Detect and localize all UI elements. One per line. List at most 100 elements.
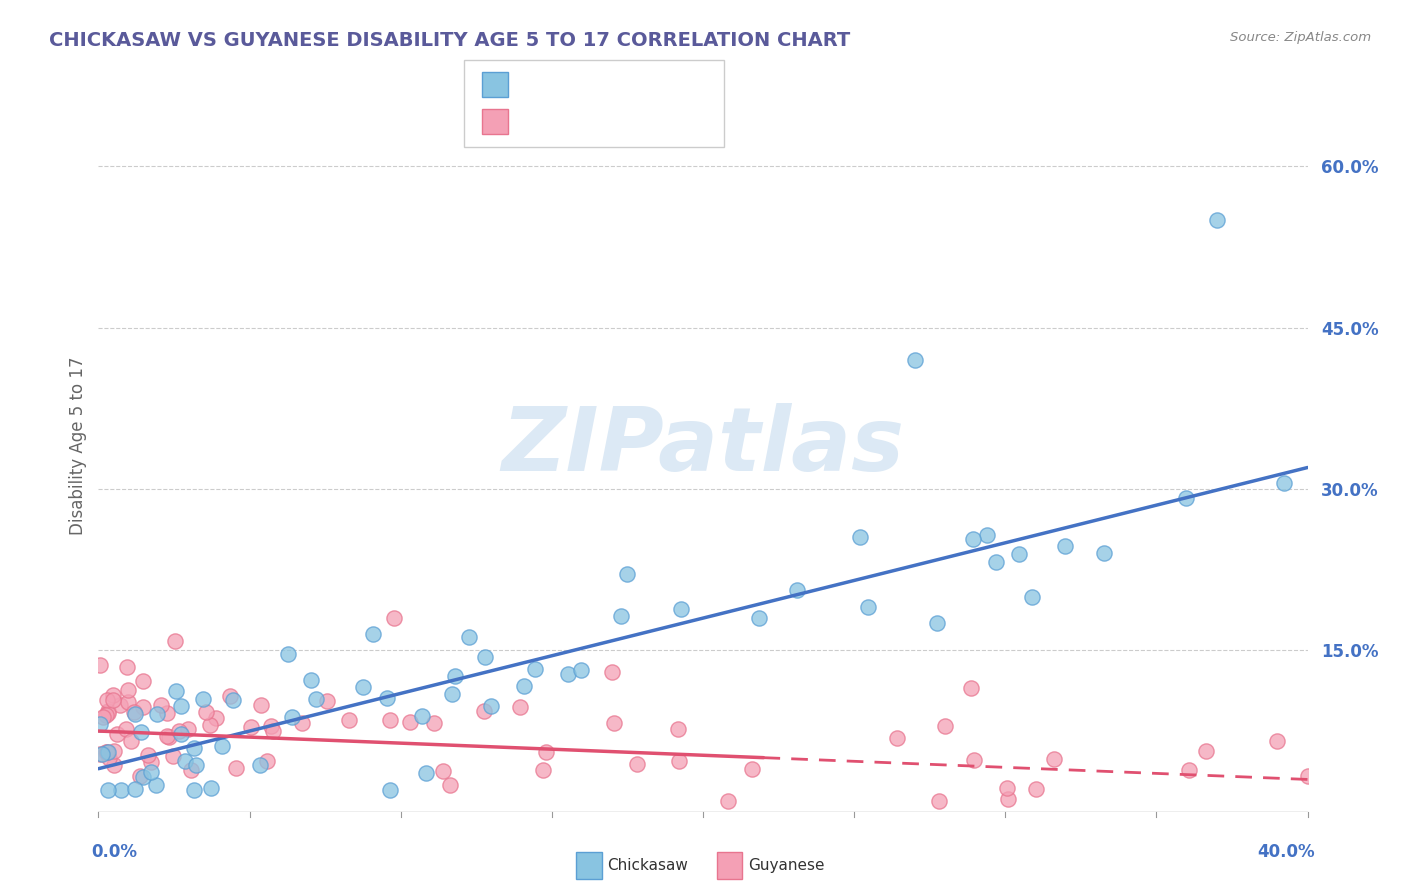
Point (995, 780, 1018, 795)
Point (170, 727, 193, 741)
Point (1272, 476, 1295, 491)
Point (132, 673, 155, 688)
Point (748, 611, 770, 625)
Point (668, 754, 690, 768)
Point (1053, 539, 1076, 553)
Point (440, 686, 463, 700)
Point (509, 700, 531, 714)
Point (557, 667, 579, 681)
Point (513, 679, 536, 693)
Point (156, 706, 179, 720)
Point (96, 706, 118, 720)
Point (157, 730, 180, 744)
Point (256, 755, 278, 769)
Point (927, 615, 949, 630)
Text: R =: R = (516, 77, 551, 92)
Point (1025, 781, 1047, 796)
Point (117, 694, 139, 708)
Point (249, 757, 271, 772)
Text: N =: N = (609, 77, 655, 92)
Point (94, 708, 117, 723)
Point (1008, 547, 1031, 561)
Point (156, 729, 179, 743)
Point (97, 745, 120, 759)
Text: ZIPatlas: ZIPatlas (502, 402, 904, 490)
Point (422, 716, 444, 731)
Point (103, 744, 125, 758)
Point (361, 627, 384, 641)
Point (110, 783, 132, 797)
Point (260, 719, 283, 733)
Point (97, 704, 120, 718)
Point (163, 634, 186, 648)
Point (666, 723, 689, 737)
Text: R =: R = (516, 114, 551, 128)
Point (131, 771, 153, 785)
Point (569, 663, 592, 677)
Point (984, 555, 1007, 569)
Point (378, 783, 401, 797)
Point (458, 630, 481, 644)
Point (963, 753, 986, 767)
Point (94, 746, 117, 760)
Point (1296, 769, 1319, 783)
Point (108, 698, 131, 713)
Point (136, 748, 159, 763)
Point (717, 794, 740, 808)
Point (1092, 546, 1115, 560)
Point (162, 749, 184, 764)
Point (858, 600, 880, 615)
Text: CHICKASAW VS GUYANESE DISABILITY AGE 5 TO 17 CORRELATION CHART: CHICKASAW VS GUYANESE DISABILITY AGE 5 T… (49, 31, 851, 50)
Point (305, 692, 328, 706)
Text: Source: ZipAtlas.com: Source: ZipAtlas.com (1230, 31, 1371, 45)
Point (1177, 763, 1199, 777)
Point (139, 765, 162, 780)
Text: 79: 79 (658, 114, 681, 128)
Point (173, 754, 195, 768)
Text: Guyanese: Guyanese (748, 858, 824, 872)
Point (89, 717, 111, 731)
Point (610, 609, 633, 624)
Point (194, 705, 217, 719)
Point (1021, 590, 1043, 604)
Point (432, 764, 454, 778)
Point (183, 740, 205, 755)
Point (280, 710, 302, 724)
Text: 40.0%: 40.0% (1257, 843, 1315, 861)
Point (411, 708, 433, 723)
Point (89, 747, 111, 762)
Point (786, 583, 808, 598)
Point (976, 527, 998, 541)
Point (124, 781, 146, 796)
Point (316, 694, 339, 708)
Point (103, 757, 125, 772)
Point (378, 713, 401, 727)
Text: 0.546: 0.546 (555, 77, 606, 92)
Point (928, 794, 950, 808)
Point (115, 723, 138, 737)
Point (225, 761, 247, 775)
Point (120, 734, 142, 748)
Point (337, 713, 360, 727)
Point (904, 353, 927, 368)
Point (180, 763, 202, 777)
Point (997, 792, 1019, 806)
Point (472, 704, 495, 718)
Point (198, 718, 221, 732)
Point (122, 705, 145, 719)
Point (1206, 213, 1229, 227)
Text: N =: N = (609, 114, 655, 128)
Point (90, 747, 112, 761)
Point (167, 724, 190, 739)
Point (398, 715, 420, 730)
Text: -0.142: -0.142 (555, 114, 613, 128)
Point (219, 690, 242, 704)
Point (375, 691, 398, 706)
Point (616, 566, 638, 581)
Point (849, 530, 872, 544)
Point (534, 746, 557, 760)
Point (602, 665, 624, 679)
Point (222, 693, 245, 707)
Point (91, 710, 114, 724)
Text: 0.0%: 0.0% (91, 843, 138, 861)
